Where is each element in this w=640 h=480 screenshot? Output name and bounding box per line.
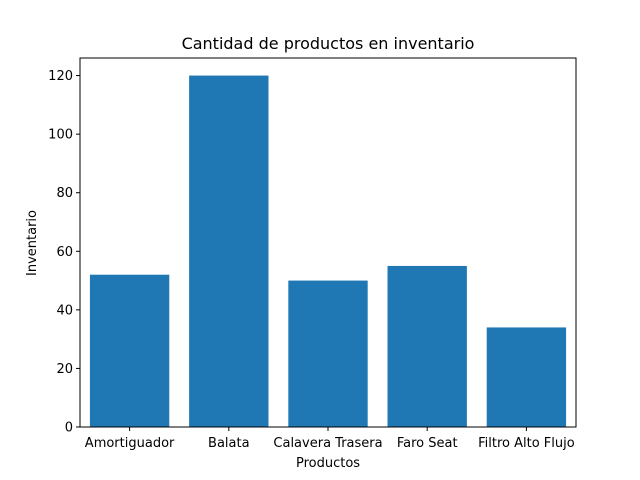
y-axis-title: Inventario <box>25 210 40 276</box>
bar-2 <box>288 280 368 427</box>
y-tick-label-1: 20 <box>56 362 73 377</box>
bar-1 <box>189 75 269 427</box>
x-tick-label-2: Calavera Trasera <box>273 436 382 451</box>
y-tick-label-5: 100 <box>48 128 73 143</box>
bar-3 <box>387 265 467 427</box>
x-tick-label-4: Filtro Alto Flujo <box>478 436 575 451</box>
x-tick-label-0: Amortiguador <box>85 436 175 451</box>
x-axis-title: Productos <box>296 456 360 471</box>
x-tick-label-3: Faro Seat <box>397 436 458 451</box>
y-tick-label-3: 60 <box>56 245 73 260</box>
chart-title: Cantidad de productos en inventario <box>182 34 475 53</box>
y-tick-label-0: 0 <box>65 421 73 436</box>
x-axis-ticks: Amortiguador Balata Calavera Trasera Faro S… <box>85 427 575 451</box>
x-tick-label-1: Balata <box>208 436 250 451</box>
plot-area-frame <box>79 57 577 428</box>
bar-4 <box>486 327 567 427</box>
bars-group <box>89 75 567 427</box>
bar-0 <box>89 274 170 427</box>
y-tick-label-4: 80 <box>56 186 73 201</box>
y-tick-label-6: 120 <box>48 69 73 84</box>
y-tick-label-2: 40 <box>56 303 73 318</box>
y-axis-ticks: 0 20 40 60 80 100 120 <box>48 69 80 436</box>
